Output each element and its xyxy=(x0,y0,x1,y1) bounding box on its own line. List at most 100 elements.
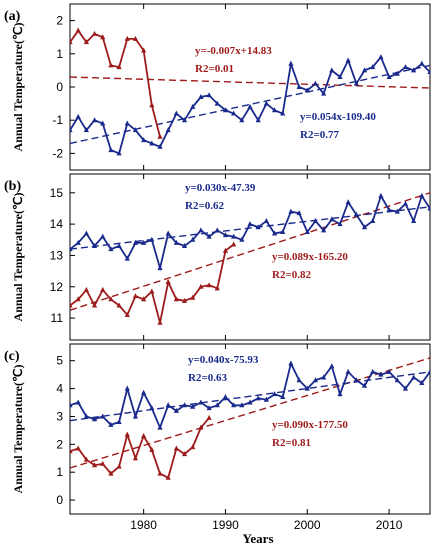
x-axis-title: Years xyxy=(242,531,273,546)
red-data-point xyxy=(165,279,171,285)
blue-data-point xyxy=(181,117,188,123)
red-series-line xyxy=(70,29,161,138)
blue-data-point xyxy=(394,377,400,383)
blue-trendline xyxy=(70,371,430,422)
blue-data-point xyxy=(124,385,130,391)
red-data-point xyxy=(116,302,122,308)
red-data-point xyxy=(214,285,220,291)
blue-data-point xyxy=(337,221,343,227)
blue-data-point xyxy=(411,374,417,380)
red-data-point xyxy=(165,474,171,480)
red-data-point xyxy=(100,286,106,292)
blue-data-point xyxy=(263,396,269,402)
y-tick-label: 11 xyxy=(51,311,64,325)
blue-data-point xyxy=(263,217,269,223)
red-data-point xyxy=(222,247,229,253)
panel-label: (c) xyxy=(4,349,20,364)
blue-data-point xyxy=(280,228,286,234)
blue-data-point xyxy=(394,208,400,214)
blue-data-point xyxy=(165,230,171,236)
plot-frame xyxy=(69,173,431,341)
red-data-point xyxy=(190,444,196,450)
y-tick-label: 2 xyxy=(56,437,63,451)
blue-data-point xyxy=(132,127,139,133)
red-data-point xyxy=(83,286,89,292)
blue-data-point xyxy=(149,140,155,146)
blue-data-point xyxy=(222,107,229,113)
blue-data-point xyxy=(181,402,188,408)
red-data-point xyxy=(149,102,155,108)
blue-data-point xyxy=(70,402,73,408)
blue-data-point xyxy=(353,377,359,383)
red-data-point xyxy=(124,35,130,41)
x-tick-label: 2000 xyxy=(294,518,321,532)
blue-data-point xyxy=(132,239,139,245)
blue-data-point xyxy=(321,374,327,380)
blue-data-point xyxy=(157,143,163,149)
blue-data-point xyxy=(353,211,359,217)
blue-data-point xyxy=(411,217,417,223)
blue-data-point xyxy=(108,246,114,252)
blue-data-point xyxy=(263,100,269,106)
red-data-point xyxy=(75,296,81,302)
red-data-point xyxy=(91,462,98,468)
blue-r-squared: R2=0.62 xyxy=(185,200,224,212)
red-r-squared: R2=0.82 xyxy=(272,269,311,281)
blue-data-point xyxy=(304,385,310,391)
red-data-point xyxy=(100,460,106,466)
blue-data-point xyxy=(378,54,384,60)
blue-data-point xyxy=(312,217,319,223)
blue-data-point xyxy=(149,405,155,411)
blue-data-point xyxy=(91,117,98,123)
blue-data-point xyxy=(288,208,294,214)
red-data-point xyxy=(124,431,130,437)
red-data-point xyxy=(198,424,204,430)
blue-data-point xyxy=(329,216,335,222)
blue-data-point xyxy=(296,84,302,89)
blue-data-point xyxy=(206,405,212,411)
red-data-point xyxy=(173,296,179,302)
red-data-point xyxy=(100,34,106,40)
blue-data-point xyxy=(181,243,188,249)
blue-data-point xyxy=(75,399,81,405)
y-axis-title: Annual Temperature(℃) xyxy=(11,193,25,322)
panel-1: -2 -1 0 1 2 (a)Annual Temperature(℃) y=-0.007x… xyxy=(4,3,431,171)
blue-data-point xyxy=(100,413,106,419)
blue-data-point xyxy=(116,150,122,156)
red-regression-equation: y=-0.007x+14.83 xyxy=(195,45,272,57)
red-data-point xyxy=(149,446,155,452)
blue-data-point xyxy=(271,391,278,397)
red-series-line xyxy=(70,417,210,480)
panel-3: 0 1 2 3 4 5 1980 1990 2000 2010 (c)Annual Temperat… xyxy=(4,343,431,532)
blue-data-point xyxy=(141,389,147,395)
blue-data-point xyxy=(149,236,155,242)
blue-data-point xyxy=(70,246,73,252)
blue-data-point xyxy=(247,221,253,227)
blue-data-point xyxy=(337,74,343,80)
blue-data-point xyxy=(70,127,73,133)
blue-data-point xyxy=(83,127,89,133)
blue-data-point xyxy=(280,393,286,399)
red-data-point xyxy=(132,35,139,41)
red-data-point xyxy=(190,294,196,300)
red-data-point xyxy=(198,283,204,289)
red-data-point xyxy=(83,456,89,462)
red-data-point xyxy=(206,414,212,420)
blue-data-point xyxy=(321,90,327,96)
blue-data-point xyxy=(124,120,130,126)
blue-data-point xyxy=(345,57,351,63)
blue-data-point xyxy=(100,233,106,239)
red-data-point xyxy=(75,27,81,33)
blue-data-point xyxy=(222,393,229,399)
blue-data-point xyxy=(427,368,430,374)
blue-data-point xyxy=(239,236,245,242)
blue-data-point xyxy=(304,87,310,93)
y-tick-label: -2 xyxy=(52,146,63,160)
red-data-point xyxy=(157,133,163,139)
y-axis-title: Annual Temperature(℃) xyxy=(11,365,25,494)
blue-data-point xyxy=(361,382,368,388)
blue-data-point xyxy=(214,402,220,408)
blue-data-point xyxy=(361,224,368,230)
blue-data-point xyxy=(100,120,106,126)
blue-data-point xyxy=(370,64,376,70)
